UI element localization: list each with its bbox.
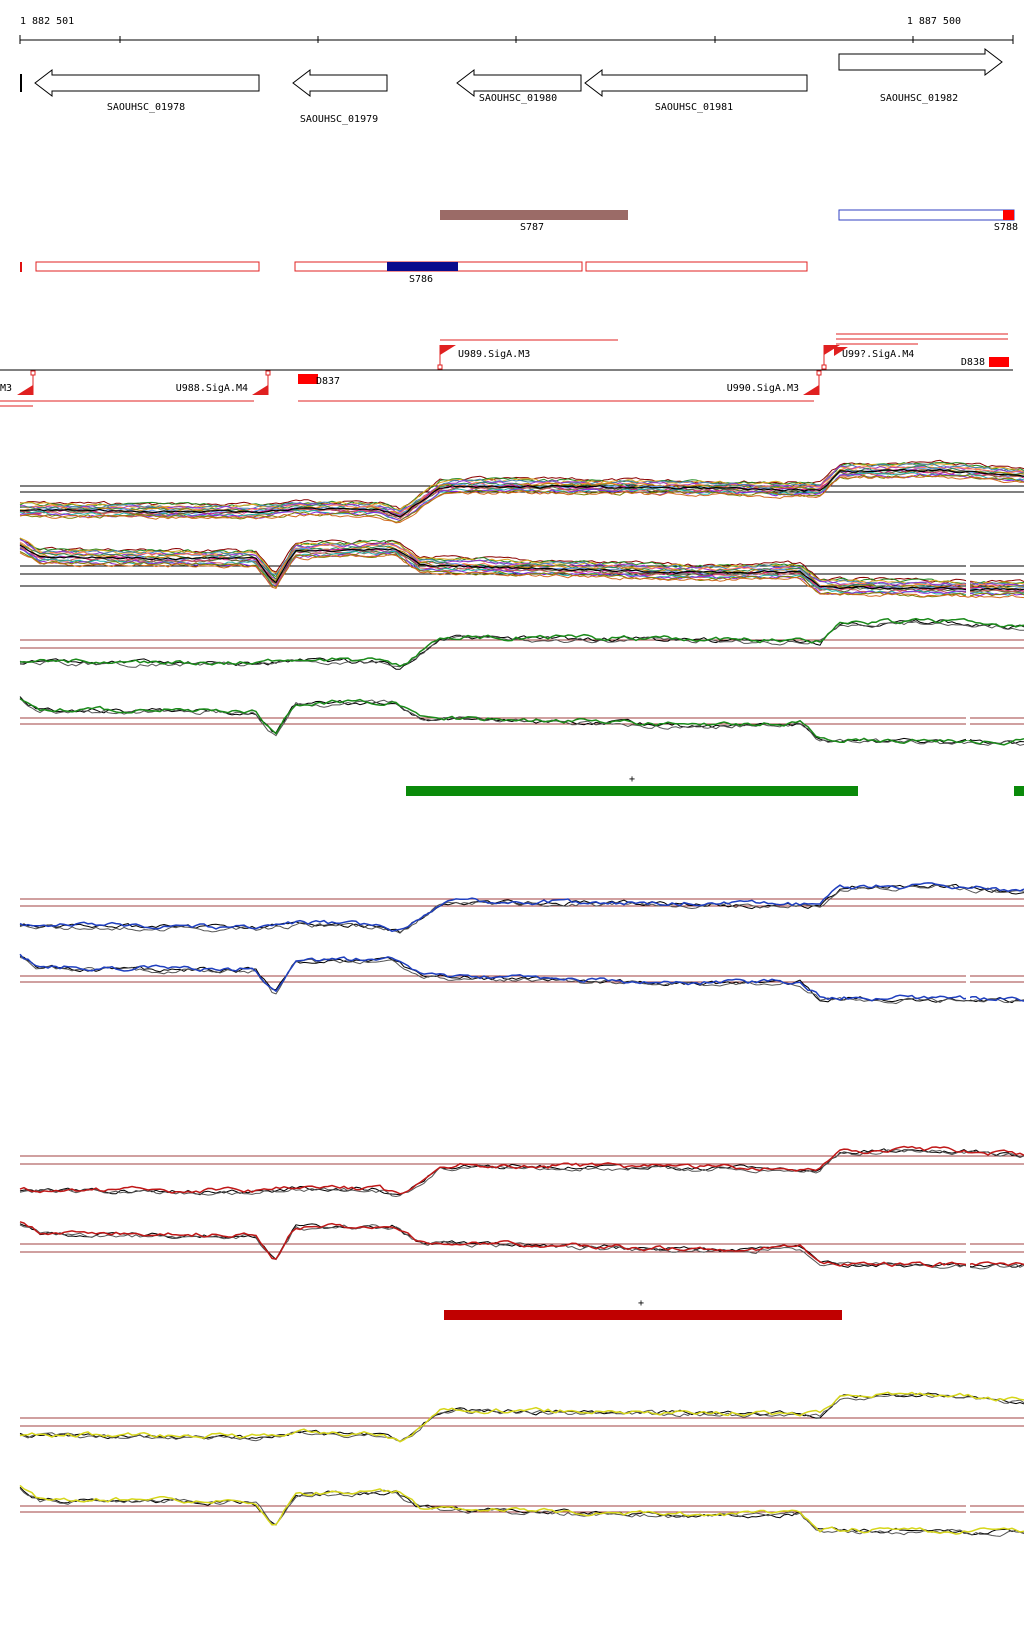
segment-label: S787 — [520, 222, 544, 233]
expression-trace — [19, 1224, 1024, 1270]
expression-trace — [19, 696, 1024, 745]
expression-trace — [19, 1484, 1024, 1535]
segment-box[interactable] — [585, 261, 808, 272]
expression-trace — [19, 468, 1024, 516]
data-gap — [966, 972, 970, 1000]
expression-trace — [19, 1148, 1024, 1198]
promoter-u99x[interactable]: U99?.SigA.M4 — [821, 345, 914, 370]
expression-trace — [19, 544, 1024, 591]
expression-trace — [19, 884, 1024, 934]
data-gap — [966, 1500, 970, 1528]
significance-strand-label: + — [638, 1298, 644, 1309]
significance-bar — [444, 1310, 842, 1320]
expression-trace — [19, 619, 1024, 670]
expression-trace — [19, 552, 1024, 599]
expression-trace — [19, 473, 1024, 522]
expression-trace — [19, 1486, 1024, 1536]
expression-trace — [19, 1392, 1024, 1443]
expression-trace — [19, 698, 1024, 746]
expression-panel-red — [19, 1145, 1024, 1270]
expression-trace — [19, 1145, 1024, 1195]
expression-trace — [19, 1221, 1024, 1268]
expression-trace — [19, 883, 1024, 934]
data-gap — [966, 1240, 970, 1268]
ruler-start-label: 1 882 501 — [20, 16, 74, 27]
significance-bar-edge — [1014, 786, 1024, 796]
promoter-label: U989.SigA.M3 — [458, 349, 530, 360]
expression-trace — [19, 1488, 1024, 1537]
segment-label: S786 — [409, 274, 433, 285]
expression-trace — [19, 1392, 1024, 1443]
gene-saouhsc-01980[interactable]: SAOUHSC_01980 — [456, 68, 582, 104]
gene-fragment-left — [20, 74, 22, 92]
promoter-label: D837 — [316, 376, 340, 387]
expression-panel-blue — [19, 882, 1024, 1005]
promoter-label: U990.SigA.M3 — [727, 383, 799, 394]
terminator-d838[interactable]: D838 — [961, 357, 1009, 368]
gene-track: SAOUHSC_01978 SAOUHSC_01979 SAOUHSC_0198… — [20, 47, 1003, 125]
significance-strand-label: + — [629, 774, 635, 785]
expression-panel-green — [19, 617, 1024, 746]
gene-saouhsc-01982[interactable]: SAOUHSC_01982 — [838, 47, 1003, 104]
expression-trace — [19, 697, 1024, 746]
gene-saouhsc-01978[interactable]: SAOUHSC_01978 — [34, 68, 260, 113]
promoter-m3-left[interactable]: M3 — [0, 370, 36, 395]
gene-saouhsc-01981[interactable]: SAOUHSC_01981 — [584, 68, 808, 113]
terminator-d837[interactable]: D837 — [298, 374, 340, 387]
gene-label: SAOUHSC_01981 — [655, 102, 733, 113]
segment-s787[interactable]: S787 — [440, 210, 628, 233]
segment-label: S788 — [994, 222, 1018, 233]
data-gap — [966, 556, 970, 596]
expression-trace — [19, 882, 1024, 933]
expression-trace — [20, 468, 1024, 518]
significance-bar — [406, 786, 858, 796]
segment-track: S787 S788 S786 — [20, 209, 1018, 285]
expression-trace — [19, 546, 1024, 595]
gene-label: SAOUHSC_01982 — [880, 93, 958, 104]
expression-trace — [19, 1391, 1024, 1443]
ruler-end-label: 1 887 500 — [907, 16, 961, 27]
expression-trace — [19, 953, 1024, 1002]
promoter-label: M3 — [0, 383, 12, 394]
expression-trace — [19, 537, 1024, 585]
significance-bar-green[interactable]: + — [406, 774, 1024, 796]
promoter-u989[interactable]: U989.SigA.M3 — [437, 345, 530, 370]
promoter-u988[interactable]: U988.SigA.M4 — [176, 370, 271, 395]
segment-box[interactable] — [35, 261, 260, 272]
expression-trace — [19, 956, 1024, 1005]
expression-trace — [19, 541, 1024, 588]
promoter-label: D838 — [961, 357, 985, 368]
gene-label: SAOUHSC_01980 — [479, 93, 557, 104]
expression-trace — [19, 548, 1024, 597]
significance-bar-red[interactable]: + — [444, 1298, 842, 1320]
expression-trace — [19, 469, 1024, 517]
promoter-u990[interactable]: U990.SigA.M3 — [727, 370, 822, 395]
segment-s786[interactable]: S786 — [387, 262, 458, 285]
expression-panel-yellow — [19, 1391, 1024, 1537]
coordinate-ruler: 1 882 501 1 887 500 — [19, 16, 1014, 44]
promoter-track: U989.SigA.M3 U99?.SigA.M4 D838 M3 U988.S… — [0, 333, 1013, 407]
expression-trace — [19, 474, 1024, 524]
data-gap — [966, 712, 970, 740]
segment-fragment-left — [20, 262, 22, 272]
gene-label: SAOUHSC_01979 — [300, 114, 378, 125]
gene-saouhsc-01979[interactable]: SAOUHSC_01979 — [292, 68, 388, 125]
expression-panel-all-conditions — [19, 459, 1024, 599]
expression-trace — [19, 617, 1024, 667]
segment-s788[interactable]: S788 — [838, 209, 1018, 233]
promoter-label: U99?.SigA.M4 — [842, 349, 914, 360]
promoter-label: U988.SigA.M4 — [176, 383, 248, 394]
expression-trace — [19, 621, 1024, 668]
gene-label: SAOUHSC_01978 — [107, 102, 185, 113]
